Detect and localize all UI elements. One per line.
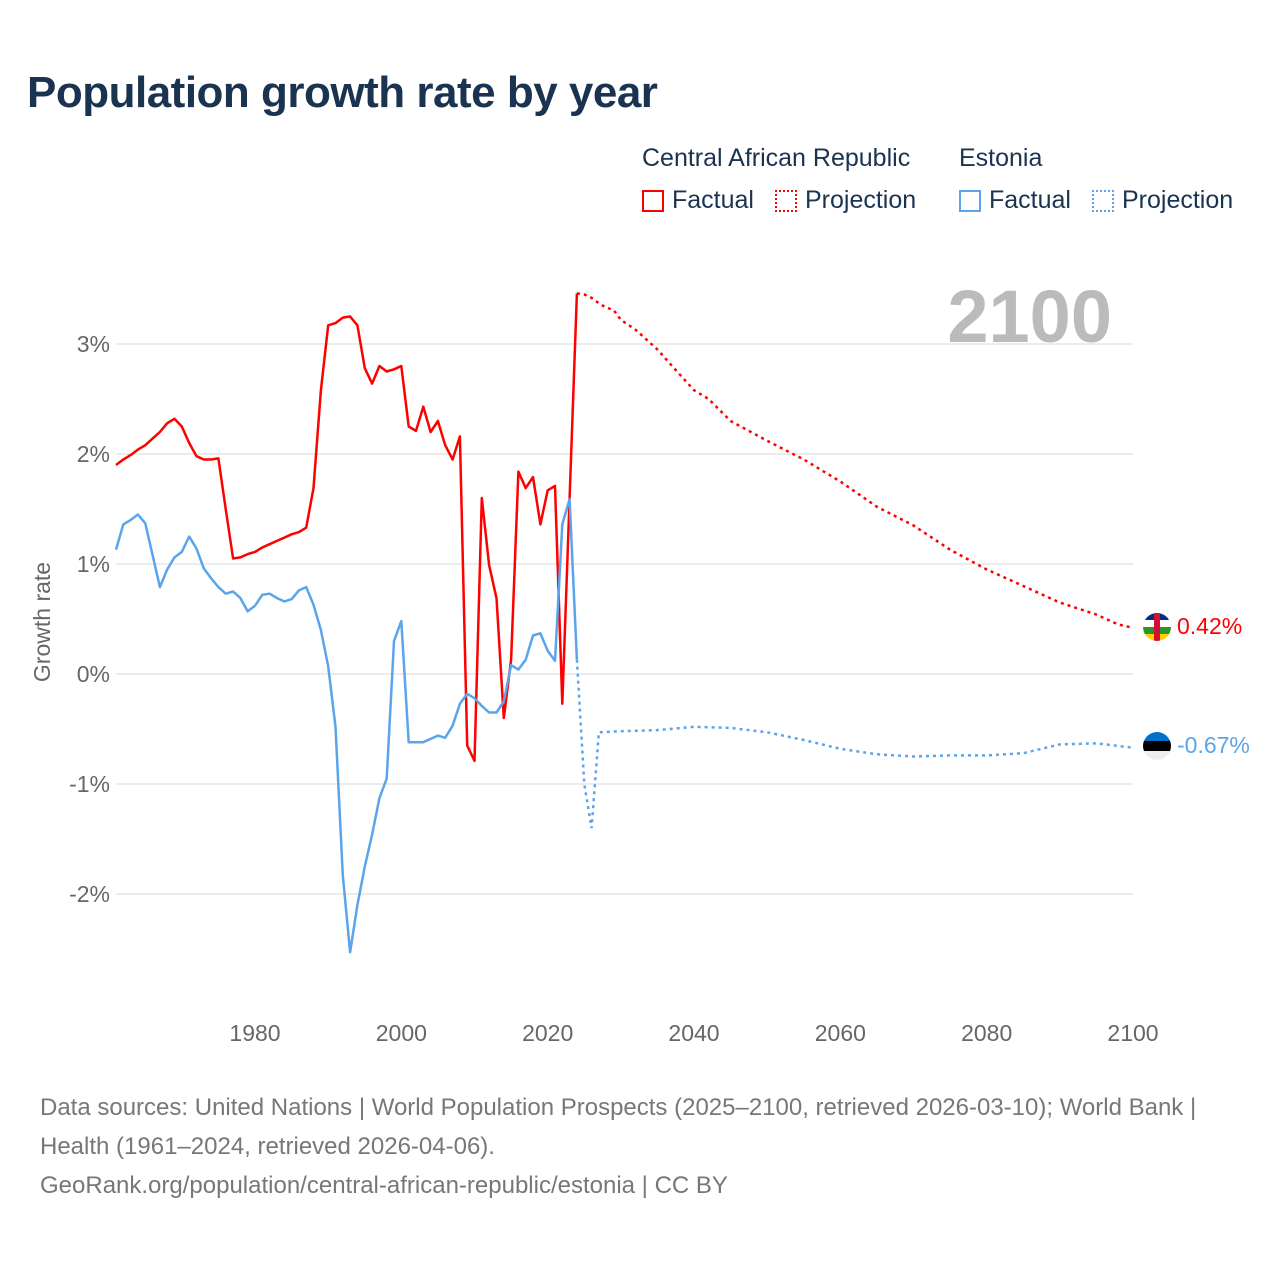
legend-swatch-dotted <box>775 189 797 212</box>
y-tick-label: 1% <box>77 551 110 577</box>
x-tick-label: 2100 <box>1107 1020 1158 1046</box>
attribution-line: GeoRank.org/population/central-african-r… <box>40 1172 728 1199</box>
y-tick-label: -1% <box>69 771 110 797</box>
car-projection-line <box>576 292 1134 630</box>
legend-estonia-projection[interactable]: Projection <box>1092 186 1233 215</box>
x-tick-label: 2060 <box>815 1020 866 1046</box>
legend-label: Projection <box>1122 186 1234 214</box>
estonia-factual-line <box>114 497 579 954</box>
x-tick-label: 2000 <box>376 1020 427 1046</box>
legend-estonia-factual[interactable]: Factual <box>959 186 1071 215</box>
x-tick-label: 2040 <box>668 1020 719 1046</box>
estonia-flag-icon <box>1143 732 1171 760</box>
y-tick-label: -2% <box>69 881 110 907</box>
legend-label: Factual <box>672 186 754 214</box>
y-tick-label: 3% <box>77 331 110 357</box>
legend-swatch-solid <box>959 189 981 212</box>
y-tick-label: 2% <box>77 441 110 467</box>
legend-label: Factual <box>989 186 1071 214</box>
y-tick-label: 0% <box>77 661 110 687</box>
legend-label: Projection <box>805 186 917 214</box>
chart-title: Population growth rate by year <box>27 68 658 117</box>
line-chart: 3% 2% 1% 0% -1% -2% 1980 2000 2020 2040 2060 2080 21… <box>29 275 1250 1046</box>
car-end-value-label: 0.42% <box>1177 613 1242 639</box>
x-tick-label: 2080 <box>961 1020 1012 1046</box>
data-source-note: Data sources: United Nations | World Pop… <box>40 1088 1240 1205</box>
x-tick-label: 2020 <box>522 1020 573 1046</box>
car-factual-line <box>115 293 579 763</box>
car-flag-icon <box>1143 613 1171 641</box>
source-line: Data sources: United Nations | World Pop… <box>40 1094 1197 1160</box>
estonia-end-value-label: -0.67% <box>1177 732 1250 758</box>
legend-swatch-dotted <box>1092 189 1114 212</box>
y-axis-label: Growth rate <box>29 562 55 682</box>
legend-group-estonia: Estonia <box>959 144 1043 172</box>
x-tick-label: 1980 <box>229 1020 280 1046</box>
legend-car-factual[interactable]: Factual <box>642 186 754 215</box>
estonia-projection-line <box>575 659 1134 829</box>
legend-car-projection[interactable]: Projection <box>775 186 916 215</box>
legend-group-car: Central African Republic <box>642 144 911 172</box>
year-watermark: 2100 <box>947 275 1112 358</box>
legend-swatch-solid <box>642 189 664 212</box>
